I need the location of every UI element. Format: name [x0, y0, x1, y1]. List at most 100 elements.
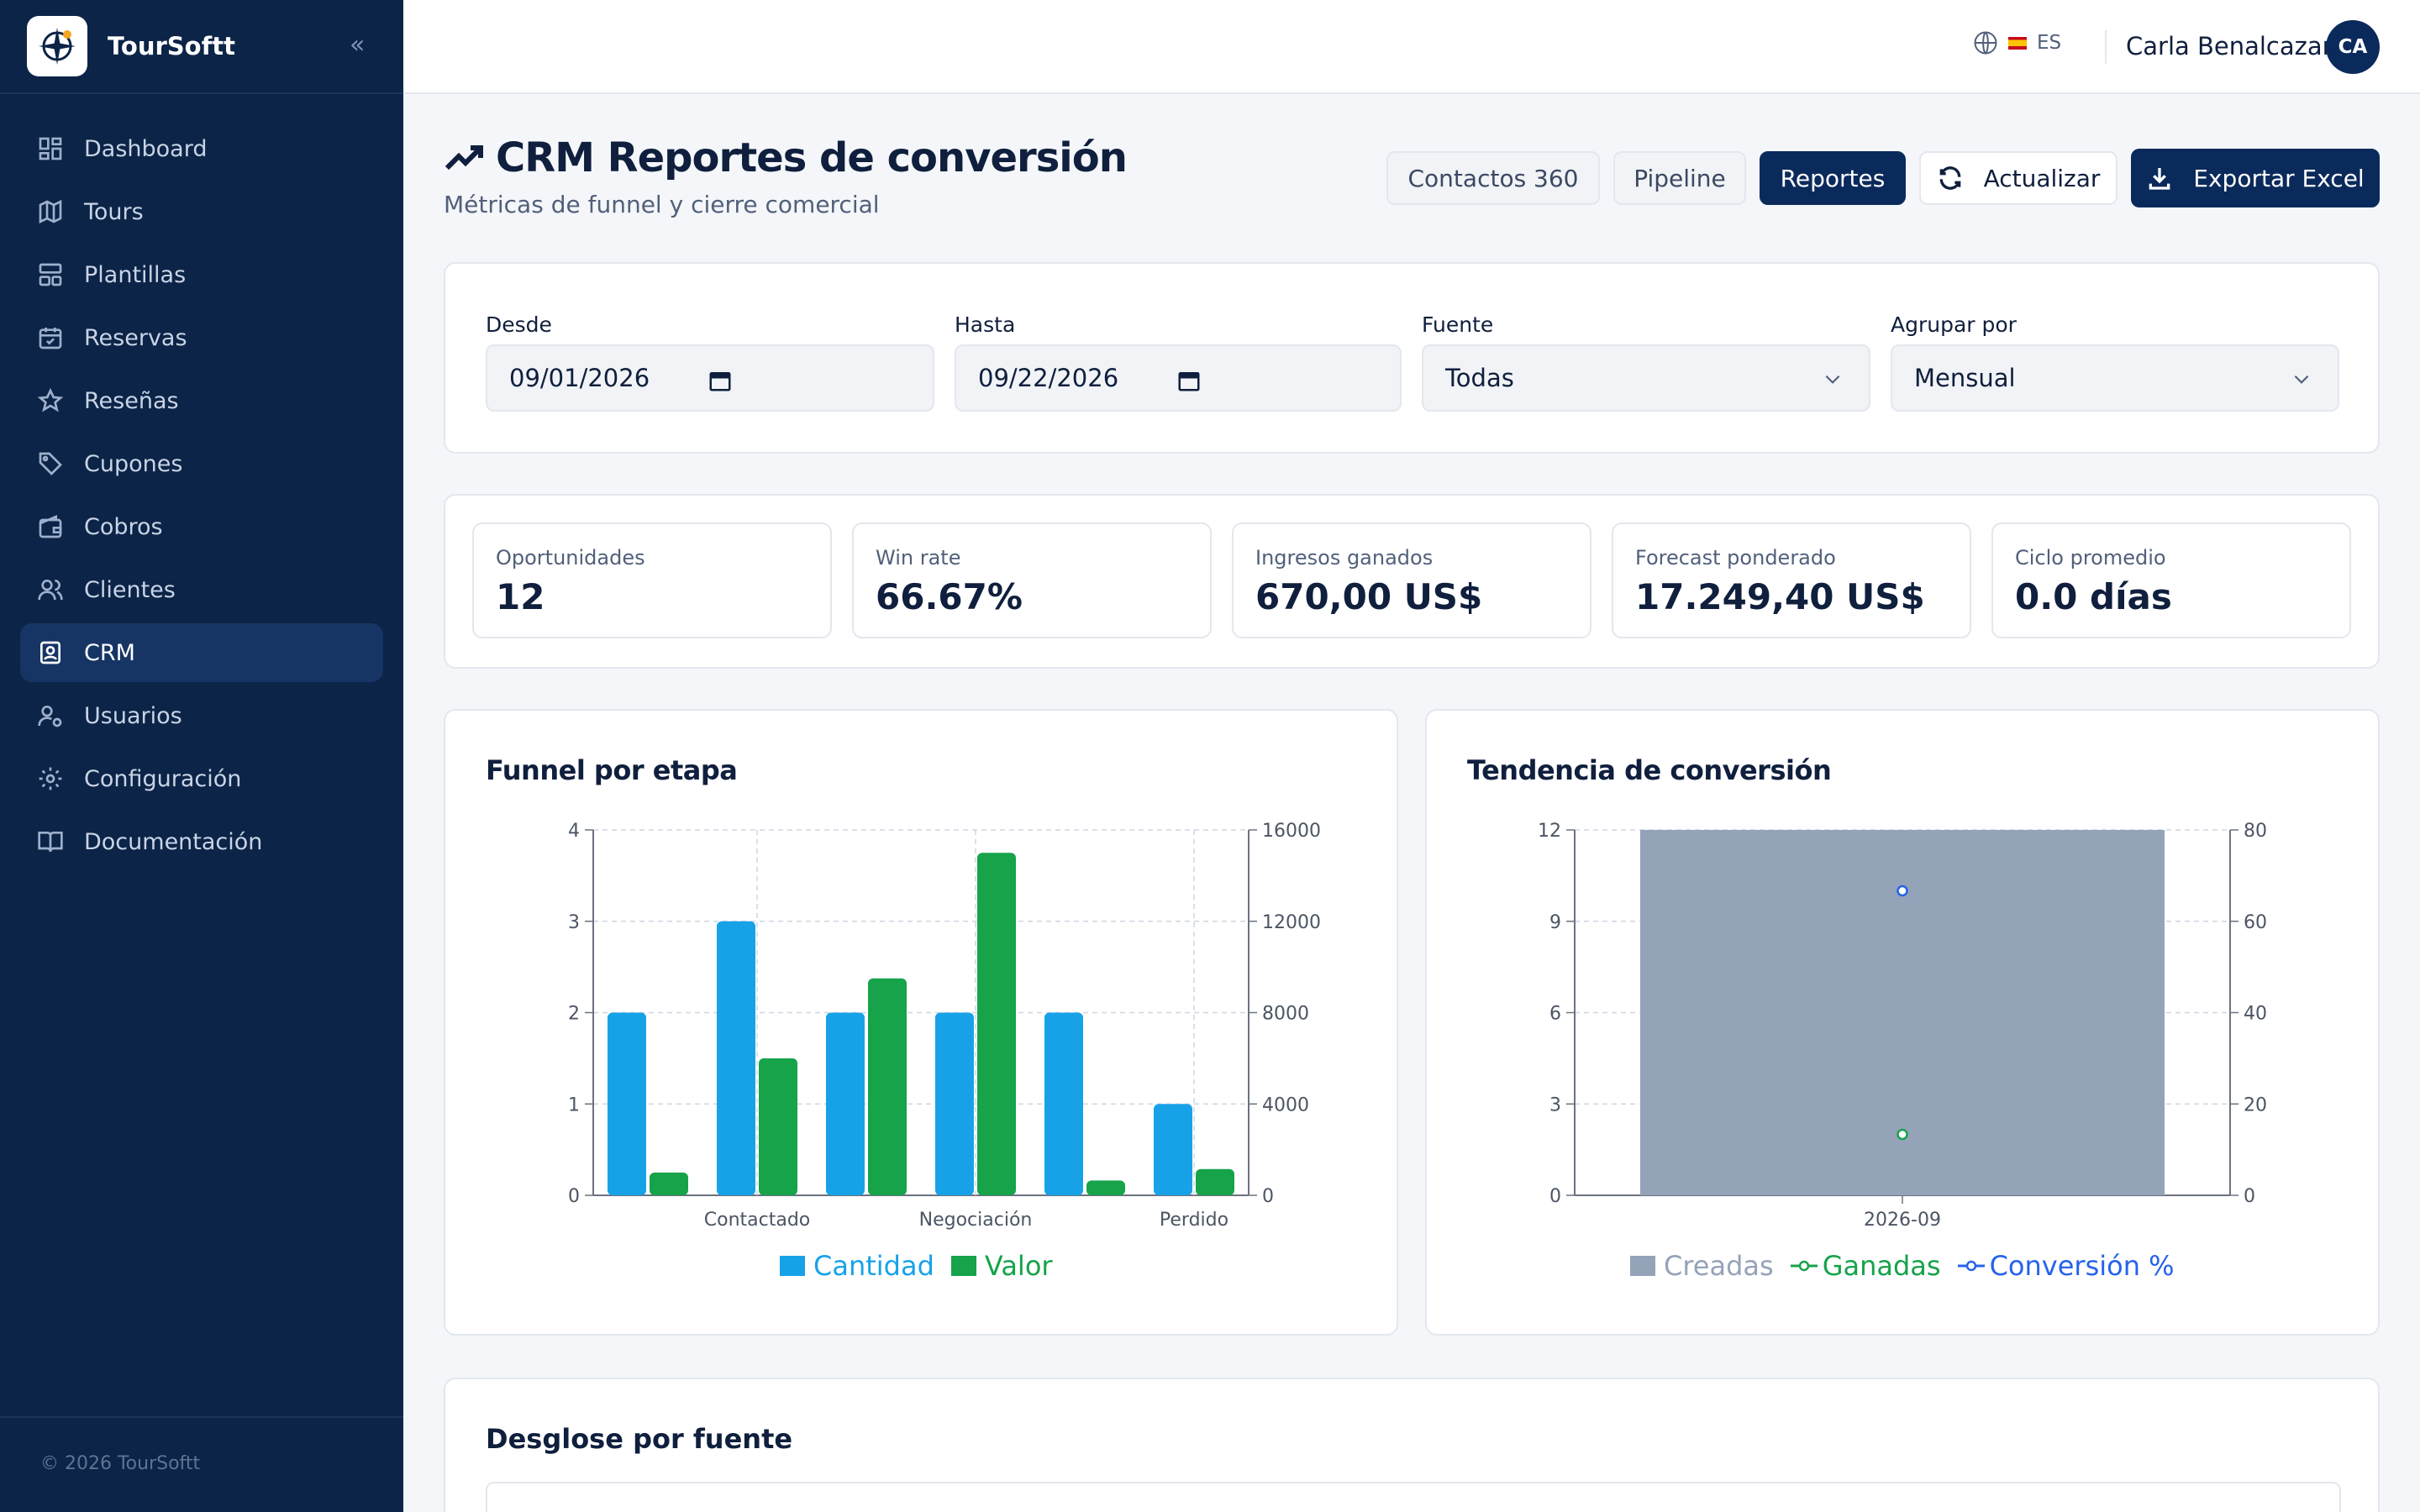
legend-label-valor[interactable]: Valor [984, 1250, 1053, 1282]
kpi-label: Win rate [876, 546, 961, 570]
legend-label-creadas[interactable]: Creadas [1664, 1250, 1774, 1282]
sidebar-item-documentacion[interactable]: Documentación [20, 812, 383, 871]
bar-cantidad [1154, 1104, 1192, 1195]
tag-icon [39, 452, 62, 475]
sidebar-item-clientes[interactable]: Clientes [20, 560, 383, 619]
y-tick-label-left: 4 [568, 821, 580, 842]
x-tick-label: Negociación [919, 1210, 1033, 1231]
brand-name: TourSoftt [108, 32, 235, 60]
sidebar-item-configuracion[interactable]: Configuración [20, 749, 383, 808]
y-tick-label-right: 60 [2244, 912, 2267, 933]
legend-label-ganadas[interactable]: Ganadas [1822, 1250, 1941, 1282]
users-icon [38, 580, 63, 601]
export-label: Exportar Excel [2193, 164, 2365, 192]
from-date-input[interactable]: 09/01/2026 [486, 344, 934, 412]
legend-label-cantidad[interactable]: Cantidad [813, 1250, 934, 1282]
refresh-button[interactable]: Actualizar [1919, 151, 2118, 205]
book-icon [38, 832, 63, 853]
star-icon [37, 387, 64, 412]
y-tick-label-left: 2 [568, 1004, 580, 1025]
export-excel-button[interactable]: Exportar Excel [2131, 149, 2380, 207]
y-tick-label-left: 3 [1549, 1095, 1561, 1116]
sidebar-item-label: Tours [84, 198, 144, 225]
refresh-label: Actualizar [1983, 164, 2101, 192]
y-tick-label-left: 9 [1549, 912, 1561, 933]
sidebar-nav: Dashboard Tours Plantillas Reservas Reseñas C… [0, 94, 403, 871]
y-tick-label-left: 12 [1538, 821, 1561, 842]
bar-valor [650, 1172, 688, 1195]
sidebar-item-reservas[interactable]: Reservas [20, 308, 383, 367]
sidebar-item-label: Cupones [84, 450, 183, 477]
bar-cantidad [1044, 1012, 1083, 1195]
map-icon [39, 199, 62, 224]
kpi-average-cycle: Ciclo promedio 0.0 días [1991, 522, 2351, 638]
sidebar-item-label: Documentación [84, 828, 263, 855]
y-tick-label-right: 16000 [1262, 821, 1321, 842]
sidebar-item-usuarios[interactable]: Usuarios [20, 686, 383, 745]
sidebar: TourSoftt « Dashboard Tours Plantillas Rese… [0, 0, 403, 1512]
sidebar-item-dashboard[interactable]: Dashboard [20, 119, 383, 178]
sidebar-item-label: Reservas [84, 324, 187, 351]
sidebar-item-tours[interactable]: Tours [20, 182, 383, 241]
y-tick-label-right: 12000 [1262, 912, 1321, 933]
kpi-weighted-forecast: Forecast ponderado 17.249,40 US$ [1612, 522, 1971, 638]
sidebar-item-label: CRM [84, 639, 135, 666]
language-selector[interactable]: ES [1973, 30, 2061, 55]
x-tick-label: 2026-09 [1864, 1210, 1941, 1231]
funnel-chart-card [444, 709, 1398, 1336]
user-name[interactable]: Carla Benalcazar [2126, 32, 2333, 60]
y-tick-label-right: 80 [2244, 821, 2267, 842]
y-tick-label-left: 0 [1549, 1186, 1561, 1207]
y-tick-label-right: 40 [2244, 1004, 2267, 1025]
bar-valor [977, 853, 1016, 1195]
to-date-input[interactable]: 09/22/2026 [955, 344, 1402, 412]
legend-line-conversion-icon [1957, 1260, 1985, 1272]
trend-chart: 0 3 6 9 12 0 20 40 60 80 2026-09 [1538, 821, 2267, 1231]
trend-legend: Creadas Ganadas Conversión % [1630, 1250, 2175, 1282]
sidebar-item-label: Reseñas [84, 387, 179, 414]
calendar-icon[interactable] [708, 368, 733, 393]
breakdown-table [486, 1482, 2341, 1512]
bar-cantidad [826, 1012, 865, 1195]
topbar: ES Carla Benalcazar CA [403, 0, 2420, 94]
kpi-label: Ciclo promedio [2015, 546, 2166, 570]
brand: TourSoftt « [0, 0, 403, 94]
sidebar-item-label: Cobros [84, 513, 163, 540]
bar-valor [1086, 1180, 1125, 1195]
sidebar-item-label: Plantillas [84, 261, 187, 288]
source-select[interactable]: Todas [1422, 344, 1870, 412]
calendar-icon[interactable] [1176, 368, 1202, 393]
tab-reportes[interactable]: Reportes [1760, 151, 1906, 205]
sidebar-item-cobros[interactable]: Cobros [20, 497, 383, 556]
funnel-legend: Cantidad Valor [780, 1250, 1053, 1282]
group-by-label: Agrupar por [1891, 312, 2017, 337]
sidebar-footer: © 2026 TourSoftt [0, 1416, 403, 1512]
avatar[interactable]: CA [2326, 20, 2380, 74]
bar-valor [759, 1058, 797, 1195]
sidebar-item-crm[interactable]: CRM [20, 623, 383, 682]
wallet-icon [39, 514, 62, 538]
sidebar-item-resenas[interactable]: Reseñas [20, 371, 383, 430]
kpi-value: 0.0 días [2015, 576, 2172, 617]
to-label: Hasta [955, 312, 1016, 337]
source-label: Fuente [1422, 312, 1494, 337]
chevron-down-icon [1825, 375, 1840, 384]
page-subtitle: Métricas de funnel y cierre comercial [444, 191, 880, 218]
spain-flag-icon [2008, 36, 2027, 50]
tab-contactos-360[interactable]: Contactos 360 [1386, 151, 1600, 205]
y-tick-label-right: 20 [2244, 1095, 2267, 1116]
y-tick-label-right: 8000 [1262, 1004, 1309, 1025]
sidebar-item-cupones[interactable]: Cupones [20, 434, 383, 493]
tab-pipeline[interactable]: Pipeline [1613, 151, 1746, 205]
point-conversion [1897, 885, 1908, 897]
legend-label-conversion[interactable]: Conversión % [1989, 1250, 2175, 1282]
language-code: ES [2037, 32, 2062, 54]
group-by-select[interactable]: Mensual [1891, 344, 2339, 412]
kpi-label: Oportunidades [496, 546, 645, 570]
compass-logo-icon [39, 28, 76, 65]
breakdown-title: Desglose por fuente [486, 1423, 793, 1455]
chevron-down-icon [2294, 375, 2309, 384]
from-label: Desde [486, 312, 552, 337]
sidebar-item-plantillas[interactable]: Plantillas [20, 245, 383, 304]
collapse-sidebar-icon[interactable]: « [350, 30, 366, 60]
